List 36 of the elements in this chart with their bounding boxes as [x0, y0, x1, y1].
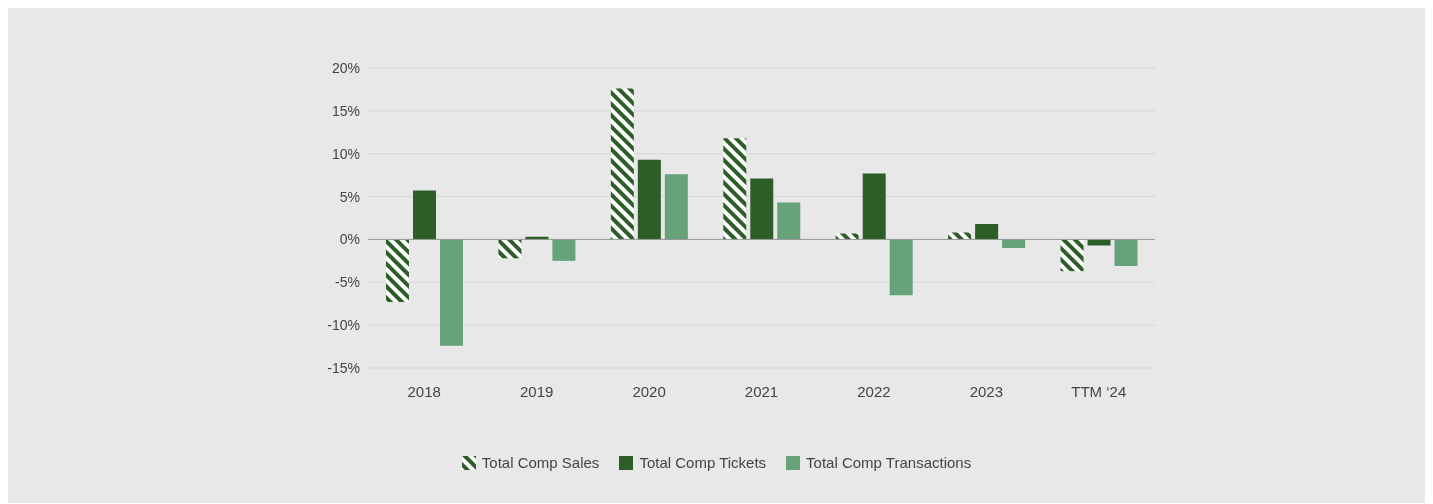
bar	[385, 239, 409, 302]
bar	[1002, 239, 1026, 248]
bar	[862, 173, 886, 240]
y-tick-label: -10%	[327, 317, 360, 334]
y-tick-label: 0%	[339, 231, 360, 248]
x-tick-label: 2022	[857, 382, 891, 400]
legend-label: Total Comp Sales	[480, 454, 600, 471]
bar	[835, 233, 859, 240]
bar	[975, 224, 999, 240]
bar	[552, 239, 576, 261]
x-tick-label: 2021	[744, 382, 779, 400]
bar	[412, 190, 436, 240]
y-tick-label: 20%	[331, 59, 360, 76]
y-tick-label: 15%	[331, 102, 360, 119]
bar	[777, 202, 801, 240]
bar	[750, 178, 774, 240]
x-tick-label: 2023	[969, 382, 1004, 400]
x-tick-label: 2019	[519, 382, 554, 400]
bar	[664, 174, 688, 240]
legend-label: Total Comp Tickets	[638, 454, 767, 471]
bar	[610, 88, 634, 240]
x-tick-label: 2020	[632, 382, 666, 400]
x-tick-label: TTM ‘24	[1071, 382, 1127, 400]
y-tick-label: -15%	[327, 359, 360, 376]
bar	[439, 239, 463, 346]
bar	[1060, 239, 1084, 272]
bar	[498, 239, 522, 259]
x-tick-label: 2018	[407, 382, 441, 400]
bar	[889, 239, 913, 296]
bar	[723, 138, 747, 240]
legend-label: Total Comp Transactions	[805, 454, 972, 471]
y-tick-label: 10%	[331, 145, 360, 162]
bar	[1114, 239, 1138, 266]
bar	[637, 159, 661, 240]
y-tick-label: -5%	[335, 274, 360, 291]
y-tick-label: 5%	[339, 188, 360, 205]
